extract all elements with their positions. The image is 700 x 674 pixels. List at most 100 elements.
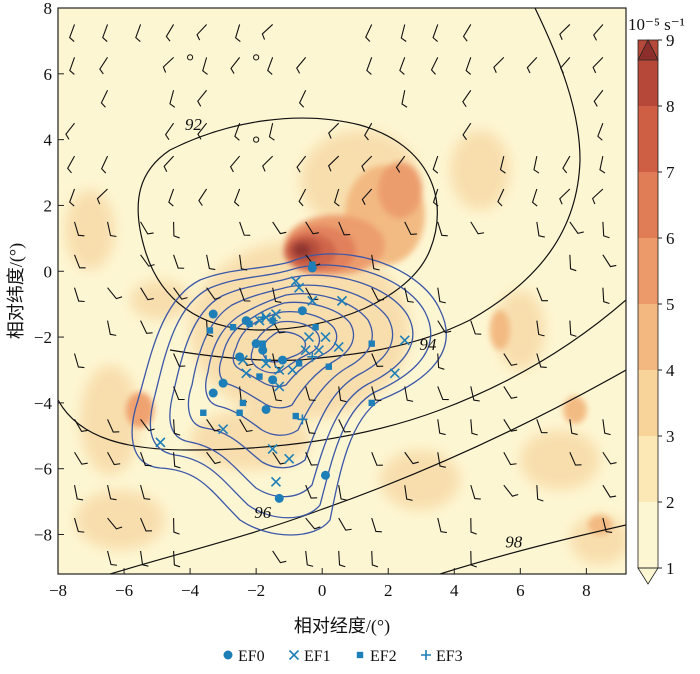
wind-barb xyxy=(327,155,340,172)
wind-barb xyxy=(305,484,318,499)
wind-barb xyxy=(96,188,108,205)
legend-marker-ef0 xyxy=(223,650,233,660)
point-ef0 xyxy=(278,355,288,365)
wind-barb xyxy=(560,56,571,74)
wind-barb xyxy=(140,221,154,235)
point-ef3 xyxy=(267,315,278,326)
wind-barb xyxy=(197,89,208,107)
colorbar-tick-label: 8 xyxy=(666,97,675,116)
wind-barb xyxy=(470,386,480,402)
colorbar-top-arrow xyxy=(637,39,659,61)
wind-barb xyxy=(296,155,307,173)
y-tick-label: −8 xyxy=(34,526,52,545)
wind-barb xyxy=(305,419,316,434)
wind-barb xyxy=(206,419,221,432)
point-ef3 xyxy=(307,351,318,362)
wind-barb xyxy=(173,254,185,269)
wind-barb xyxy=(107,287,123,300)
wind-barb xyxy=(102,24,109,42)
wind-barb xyxy=(239,419,253,433)
wind-barb xyxy=(173,419,181,436)
wind-barb xyxy=(163,155,174,173)
wind-barb xyxy=(503,419,518,432)
point-ef2 xyxy=(368,399,375,407)
wind-barb xyxy=(593,89,604,107)
colorbar-segment xyxy=(638,436,658,502)
point-ef1 xyxy=(241,368,252,379)
point-ef3 xyxy=(261,355,272,366)
point-ef2 xyxy=(206,327,214,334)
wind-barb xyxy=(338,485,348,501)
point-ef1 xyxy=(284,453,295,464)
wind-barb xyxy=(404,221,417,236)
wind-barb xyxy=(272,287,282,303)
wind-barb xyxy=(531,188,538,207)
wind-barb xyxy=(198,188,208,206)
x-tick-label: 4 xyxy=(450,581,459,600)
wind-barb xyxy=(196,24,208,41)
wind-barb xyxy=(437,452,446,468)
wind-barb xyxy=(364,122,373,141)
point-ef0 xyxy=(320,470,330,480)
wind-barb xyxy=(371,550,379,568)
colorbar-bottom-arrow xyxy=(637,567,659,585)
point-ef1 xyxy=(313,345,324,356)
wind-barb xyxy=(437,419,446,436)
wind-barb xyxy=(74,419,88,433)
x-tick-label: −6 xyxy=(115,581,133,600)
wind-barb xyxy=(470,419,478,436)
x-tick-label: −2 xyxy=(247,581,265,600)
wind-barb xyxy=(493,56,505,73)
colorbar-segment xyxy=(638,304,658,370)
wind-barb xyxy=(371,254,380,271)
legend: EF0 EF1 EF2 EF3 xyxy=(223,648,463,665)
point-ef1 xyxy=(300,345,311,356)
wind-barb xyxy=(462,122,472,141)
y-axis-ticks: −8 −6 −4 −2 0 2 4 6 8 xyxy=(34,0,64,545)
wind-barb xyxy=(536,287,548,302)
wind-barb xyxy=(503,353,518,366)
point-ef2 xyxy=(295,360,303,367)
wind-barb xyxy=(173,221,180,239)
wind-barb xyxy=(602,517,613,534)
wind-barb xyxy=(470,550,477,568)
legend-label: EF3 xyxy=(436,648,463,665)
wind-barb xyxy=(173,452,181,469)
wind-barb xyxy=(526,56,538,74)
contour-label: 96 xyxy=(254,503,272,522)
wind-barb xyxy=(569,254,577,272)
wind-barb xyxy=(173,353,186,367)
wind-barb xyxy=(272,320,286,334)
legend-label: EF1 xyxy=(304,648,331,665)
colorbar-tick-label: 6 xyxy=(666,229,675,248)
point-ef0 xyxy=(208,388,218,398)
wind-barb xyxy=(437,287,446,304)
wind-barb xyxy=(371,517,382,533)
wind-barb xyxy=(140,452,152,467)
point-ef1 xyxy=(333,341,344,353)
wind-barb xyxy=(599,155,606,174)
wind-barb xyxy=(239,254,248,271)
y-tick-label: 2 xyxy=(44,196,53,215)
point-ef1 xyxy=(267,443,278,455)
wind-barb xyxy=(361,188,373,206)
point-ef2 xyxy=(312,323,319,331)
point-ef2 xyxy=(246,320,253,328)
wind-barb xyxy=(100,90,109,108)
point-ef1 xyxy=(274,364,285,376)
wind-barb xyxy=(165,24,175,42)
colorbar-segment xyxy=(638,238,658,304)
wind-barb xyxy=(437,320,452,334)
wind-barb xyxy=(73,287,85,303)
wind-barb xyxy=(399,57,406,75)
wind-barb xyxy=(69,188,76,207)
wind-barb xyxy=(371,452,383,466)
wind-barb xyxy=(272,550,287,564)
wind-barb xyxy=(73,353,85,369)
wind-barb xyxy=(173,518,180,535)
wind-barb xyxy=(106,320,117,336)
contour-label: 94 xyxy=(419,335,437,354)
wind-barb xyxy=(395,155,406,173)
point-ef2 xyxy=(309,261,316,268)
wind-barb xyxy=(229,155,241,173)
